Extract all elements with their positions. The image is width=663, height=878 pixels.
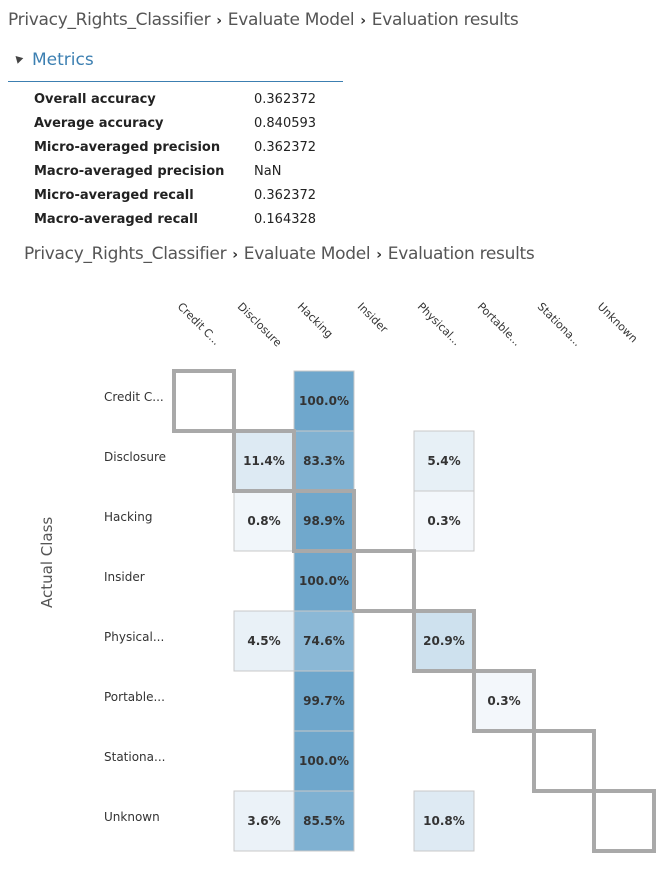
diagonal-highlight [412,609,476,673]
diagonal-highlight [352,549,416,613]
metrics-divider [8,81,343,82]
matrix-cell-value: 83.3% [303,454,345,468]
metric-value: 0.362372 [254,188,317,203]
matrix-cell [293,370,355,432]
matrix-cell [233,430,295,492]
matrix-cell-value: 74.6% [303,634,345,648]
breadcrumb-project-link[interactable]: Privacy_Rights_Classifier [24,244,227,264]
matrix-cell [233,490,295,552]
breadcrumb-top: Privacy_Rights_Classifier › Evaluate Model… [8,10,519,30]
matrix-cell [293,790,355,852]
matrix-cell [293,430,355,492]
matrix-cell [293,610,355,672]
matrix-cell-value: 5.4% [427,454,460,468]
metric-label: Overall accuracy [34,92,156,107]
matrix-cell-value: 0.8% [247,514,280,528]
breadcrumb-separator-icon: › [360,13,366,29]
matrix-cell-value: 4.5% [247,634,280,648]
metric-label: Macro-averaged recall [34,212,198,227]
matrix-row-label: Unknown [104,810,160,824]
metrics-title: Metrics [32,50,94,70]
matrix-row-label: Credit C... [104,390,164,404]
diagonal-highlight [232,429,296,493]
matrix-cell-value: 99.7% [303,694,345,708]
metric-value: 0.164328 [254,212,317,227]
matrix-row-label: Insider [104,570,145,584]
breadcrumb-current-page: Evaluation results [371,10,519,30]
matrix-cell-value: 100.0% [299,754,349,768]
diagonal-highlight [532,729,596,793]
matrix-cell-value: 85.5% [303,814,345,828]
diagonal-highlight [292,489,356,553]
metric-label: Micro-averaged precision [34,140,221,155]
diagonal-highlight [472,669,536,733]
diagonal-highlight [592,789,656,853]
breadcrumb-separator-icon: › [376,247,382,263]
metric-label: Macro-averaged precision [34,164,225,179]
matrix-cell [413,790,475,852]
matrix-row-label: Hacking [104,510,153,524]
diagonal-highlight [172,369,236,433]
breadcrumb-separator-icon: › [216,13,222,29]
matrix-cell-value: 11.4% [243,454,285,468]
metric-value: 0.840593 [254,116,317,131]
matrix-cell [293,730,355,792]
breadcrumb-module-link[interactable]: Evaluate Model [243,244,371,264]
breadcrumb-matrix: Privacy_Rights_Classifier › Evaluate Model… [24,244,535,264]
breadcrumb-project-link[interactable]: Privacy_Rights_Classifier [8,10,211,30]
matrix-row-label: Disclosure [104,450,167,464]
matrix-cell-value: 98.9% [303,514,345,528]
metric-label: Average accuracy [34,116,164,131]
breadcrumb-current-page: Evaluation results [387,244,535,264]
matrix-cell-value: 0.3% [487,694,520,708]
metric-value: 0.362372 [254,140,317,155]
matrix-cell [413,490,475,552]
matrix-cell [413,430,475,492]
matrix-cell-value: 100.0% [299,394,349,408]
matrix-cell-value: 3.6% [247,814,280,828]
matrix-cell [293,670,355,732]
metric-value: NaN [254,164,282,179]
matrix-cell [233,610,295,672]
metrics-section-toggle[interactable]: Metrics [12,50,94,70]
matrix-cell-value: 10.8% [423,814,465,828]
matrix-cell [293,550,355,612]
matrix-cell-value: 0.3% [427,514,460,528]
matrix-cell-value: 20.9% [423,634,465,648]
breadcrumb-separator-icon: › [232,247,238,263]
metric-label: Micro-averaged recall [34,188,194,203]
matrix-row-label: Portable... [104,690,165,704]
matrix-cell-value: 100.0% [299,574,349,588]
breadcrumb-module-link[interactable]: Evaluate Model [227,10,355,30]
metric-value: 0.362372 [254,92,317,107]
matrix-row-label: Physical... [104,630,165,644]
matrix-row-label: Stationa... [104,750,166,764]
